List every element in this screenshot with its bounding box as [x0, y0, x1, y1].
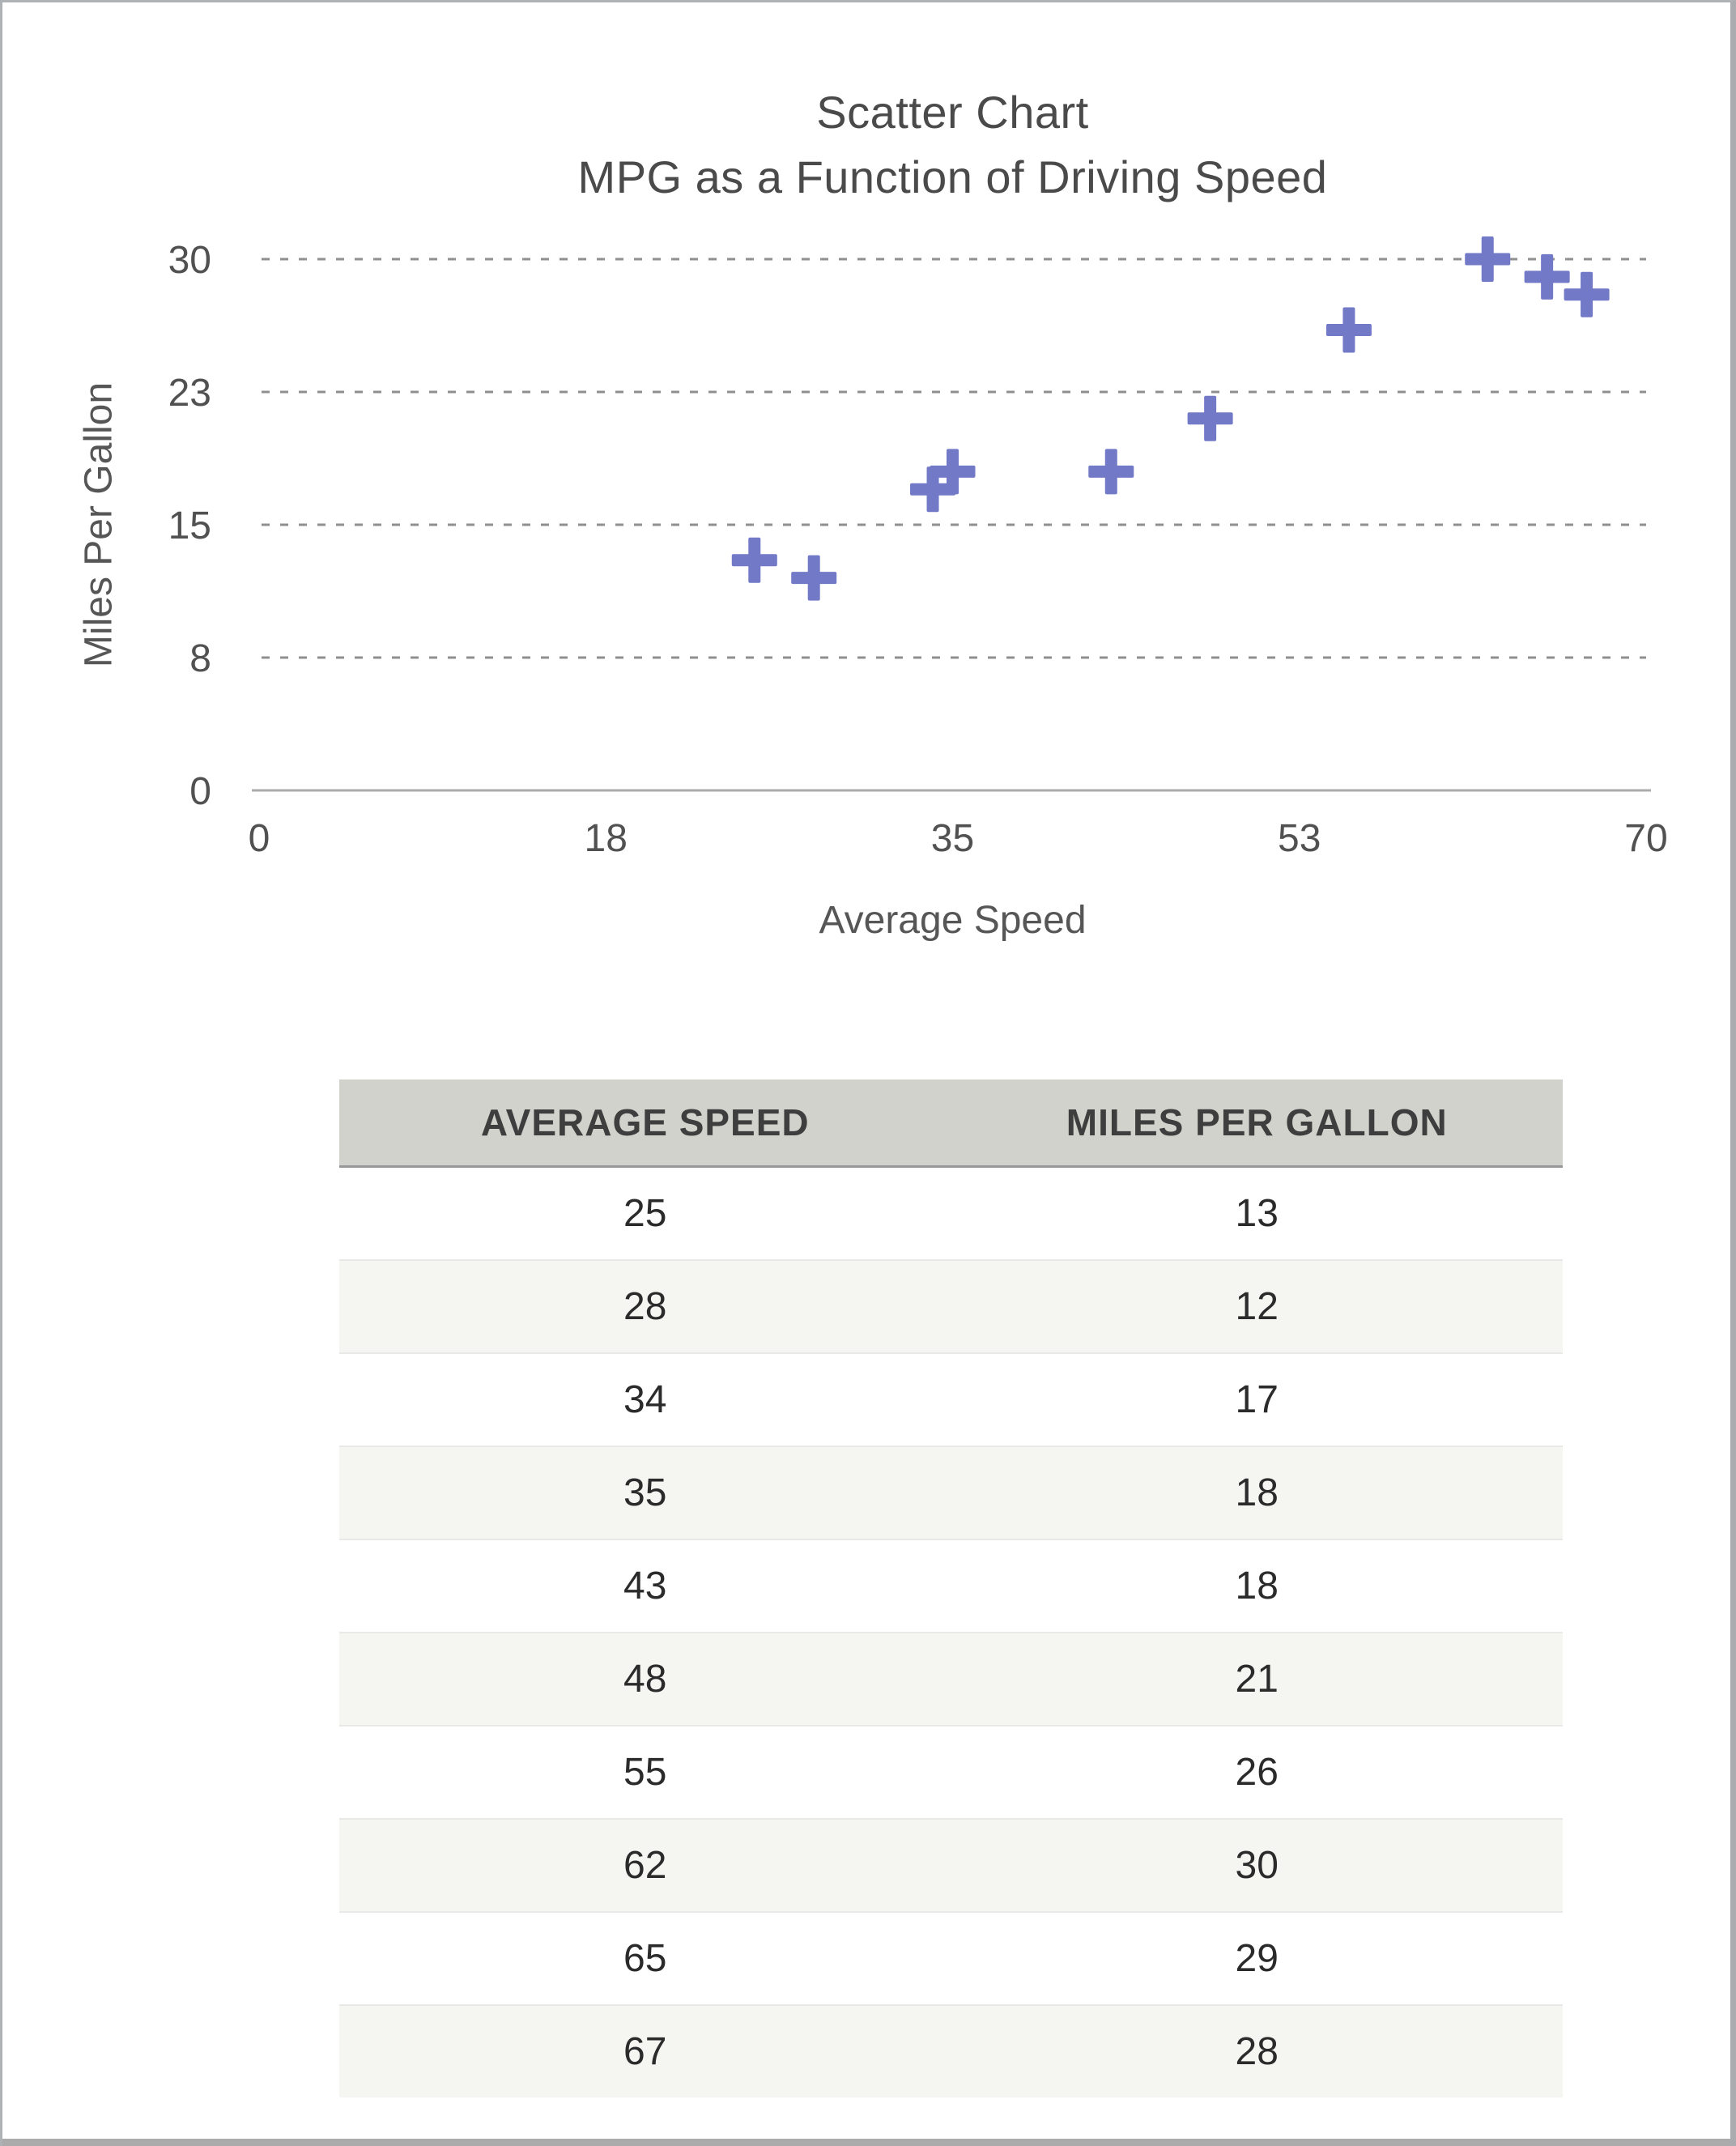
y-tick-label: 0 — [189, 770, 211, 813]
scatter-point — [791, 555, 837, 601]
cell-average-speed: 35 — [339, 1446, 951, 1539]
table-header-row: AVERAGE SPEED MILES PER GALLON — [339, 1079, 1563, 1168]
cell-miles-per-gallon: 18 — [951, 1446, 1563, 1539]
x-tick-label: 70 — [1624, 817, 1667, 860]
chart-title: Scatter Chart MPG as a Function of Drivi… — [259, 80, 1646, 210]
x-tick-label: 53 — [1278, 817, 1321, 860]
cell-average-speed: 34 — [339, 1352, 951, 1446]
scatter-point — [910, 466, 956, 513]
scatter-point — [731, 537, 777, 583]
y-tick-label: 23 — [168, 372, 211, 415]
table-row: 43 18 — [339, 1539, 1563, 1633]
scatter-point — [1524, 253, 1570, 300]
table-row: 34 17 — [339, 1352, 1563, 1446]
cell-average-speed: 65 — [339, 1911, 951, 2005]
scatter-point — [1325, 307, 1372, 353]
cell-average-speed: 43 — [339, 1539, 951, 1633]
cell-average-speed: 67 — [339, 2004, 951, 2097]
scatter-point — [1564, 271, 1610, 317]
cell-average-speed: 55 — [339, 1725, 951, 1819]
table-row: 25 13 — [339, 1166, 1563, 1260]
table-row: 48 21 — [339, 1632, 1563, 1726]
x-tick-label: 0 — [249, 817, 270, 860]
cell-miles-per-gallon: 17 — [951, 1352, 1563, 1446]
window-bottom-edge — [2, 2139, 1730, 2146]
table-row: 55 26 — [339, 1725, 1563, 1819]
y-tick-label: 15 — [168, 505, 211, 547]
data-table: AVERAGE SPEED MILES PER GALLON 25 13 28 12 3… — [339, 1079, 1563, 2097]
table-row: 28 12 — [339, 1259, 1563, 1353]
scatter-point — [1465, 236, 1511, 282]
table-row: 67 28 — [339, 2004, 1563, 2097]
y-tick-label: 30 — [168, 239, 211, 282]
table-header-average-speed: AVERAGE SPEED — [339, 1079, 951, 1168]
x-tick-label: 18 — [585, 817, 628, 860]
cell-miles-per-gallon: 26 — [951, 1725, 1563, 1819]
y-axis-title: Miles Per Gallon — [77, 381, 121, 668]
cell-miles-per-gallon: 30 — [951, 1818, 1563, 1912]
scatter-point — [1187, 395, 1233, 441]
chart-title-line2: MPG as a Function of Driving Speed — [577, 151, 1328, 202]
cell-average-speed: 25 — [339, 1166, 951, 1260]
table-header-miles-per-gallon: MILES PER GALLON — [951, 1079, 1563, 1168]
scatter-point — [1088, 449, 1134, 495]
cell-average-speed: 62 — [339, 1818, 951, 1912]
table-row: 35 18 — [339, 1446, 1563, 1539]
cell-miles-per-gallon: 29 — [951, 1911, 1563, 2005]
x-tick-label: 35 — [931, 817, 974, 860]
scatter-chart-plot: 0 8 15 23 30 0 18 35 53 70 — [168, 236, 1668, 860]
cell-miles-per-gallon: 21 — [951, 1632, 1563, 1726]
cell-miles-per-gallon: 18 — [951, 1539, 1563, 1633]
cell-average-speed: 28 — [339, 1259, 951, 1353]
cell-miles-per-gallon: 13 — [951, 1166, 1563, 1260]
table-row: 65 29 — [339, 1911, 1563, 2005]
cell-miles-per-gallon: 28 — [951, 2004, 1563, 2097]
chart-title-line1: Scatter Chart — [816, 87, 1089, 138]
scatter-point — [930, 449, 976, 495]
cell-average-speed: 48 — [339, 1632, 951, 1726]
cell-miles-per-gallon: 12 — [951, 1259, 1563, 1353]
table-row: 62 30 — [339, 1818, 1563, 1912]
x-axis-title: Average Speed — [819, 899, 1087, 942]
y-tick-label: 8 — [189, 637, 211, 680]
